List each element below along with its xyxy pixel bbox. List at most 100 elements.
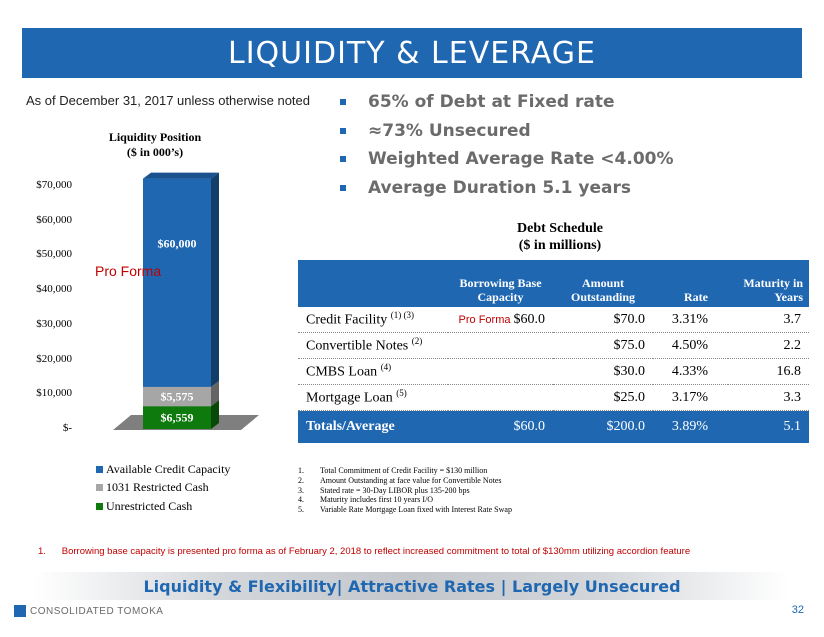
bar-segment — [143, 406, 211, 429]
row-label: Mortgage Loan — [306, 390, 393, 406]
legend-label: Available Credit Capacity — [106, 461, 231, 476]
banner-text: Liquidity & Flexibility| Attractive Rate… — [143, 576, 681, 596]
row-label-cell: CMBS Loan (4) — [298, 358, 448, 385]
totals-row: Totals/Average $60.0 $200.0 3.89% 5.1 — [298, 410, 809, 443]
base-cell — [448, 332, 553, 359]
column-header: Amount Outstanding — [553, 260, 653, 307]
amount-cell: $30.0 — [553, 358, 653, 385]
bar-side — [211, 172, 219, 387]
debt-note-text: Total Commitment of Credit Facility = $1… — [320, 466, 488, 475]
column-header: Borrowing Base Capacity — [448, 260, 553, 307]
row-label: Convertible Notes — [306, 338, 409, 354]
debt-schedule-subtitle: ($ in millions) — [518, 238, 602, 253]
y-tick-label: $30,000 — [36, 317, 72, 330]
pro-forma-label: Pro Forma — [95, 263, 161, 280]
totals-label: Totals/Average — [298, 410, 448, 443]
table-row: Convertible Notes (2) $75.0 4.50% 2.2 — [298, 332, 809, 359]
debt-schedule-table: Borrowing Base Capacity Amount Outstandi… — [298, 260, 809, 443]
legend-label: Unrestricted Cash — [106, 498, 193, 513]
chart-title-block: Liquidity Position ($ in 000’s) — [80, 130, 230, 160]
debt-note-text: Amount Outstanding at face value for Con… — [320, 475, 502, 485]
y-tick-label: $50,000 — [36, 248, 72, 261]
key-point: Weighted Average Rate <4.00% — [338, 145, 674, 174]
y-tick-label: $70,000 — [36, 179, 72, 191]
debt-note: 4. Maturity includes first 10 years I/O — [298, 495, 434, 505]
debt-note-text: Variable Rate Mortgage Loan fixed with I… — [320, 505, 512, 515]
y-tick-label: $20,000 — [36, 352, 72, 365]
amount-cell: $70.0 — [553, 307, 653, 333]
maturity-cell: 3.7 — [728, 307, 809, 333]
page-number: 32 — [791, 604, 804, 616]
bar-data-label: $60,000 — [158, 236, 197, 250]
footnote-ref: (2) — [411, 336, 423, 347]
chart-subtitle: ($ in 000’s) — [126, 145, 184, 159]
row-label-cell: Credit Facility (1) (3) — [298, 307, 448, 333]
key-point: Average Duration 5.1 years — [338, 174, 674, 203]
y-tick-label: $- — [62, 422, 72, 434]
rate-cell: 4.33% — [653, 358, 728, 385]
base-value: $60.0 — [513, 311, 546, 327]
row-label-cell: Mortgage Loan (5) — [298, 384, 448, 411]
y-tick-label: $10,000 — [36, 387, 72, 400]
key-points-list: 65% of Debt at Fixed rate ≈73% Unsecured… — [338, 88, 674, 202]
base-cell — [448, 358, 553, 385]
bar-segment — [143, 178, 211, 387]
footnote-ref: (5) — [396, 388, 407, 399]
as-of-note: As of December 31, 2017 unless otherwise… — [26, 93, 311, 108]
chart-title: Liquidity Position — [108, 130, 202, 144]
debt-note-text: Stated rate = 30-Day LIBOR plus 135-200 … — [320, 485, 470, 495]
key-point: ≈73% Unsecured — [338, 117, 674, 146]
bar-top — [143, 172, 219, 179]
footnote: 1. Borrowing base capacity is presented … — [38, 546, 691, 557]
debt-note-text: Maturity includes first 10 years I/O — [320, 495, 434, 505]
row-label: Credit Facility — [306, 312, 388, 328]
debt-note: 1. Total Commitment of Credit Facility = … — [298, 466, 488, 475]
debt-note: 2. Amount Outstanding at face value for C… — [298, 475, 502, 485]
pro-forma-text: Pro Forma — [95, 263, 162, 279]
liquidity-chart: $6,559 $5,575 $60,000 — [113, 172, 259, 430]
totals-base: $60.0 — [448, 410, 553, 443]
maturity-cell: 16.8 — [728, 358, 809, 385]
footnote-ref: (1) (3) — [390, 310, 415, 321]
table-row: Mortgage Loan (5) $25.0 3.17% 3.3 — [298, 384, 809, 411]
y-tick-label: $60,000 — [36, 213, 72, 226]
rate-cell: 4.50% — [653, 332, 728, 359]
amount-cell: $75.0 — [553, 332, 653, 359]
legend-swatch — [96, 502, 103, 510]
rate-cell: 3.17% — [653, 384, 728, 411]
legend-swatch — [96, 465, 103, 473]
debt-note: 5. Variable Rate Mortgage Loan fixed with… — [298, 505, 512, 515]
highlight-banner: Liquidity & Flexibility| Attractive Rate… — [34, 572, 790, 600]
key-point: 65% of Debt at Fixed rate — [338, 88, 674, 117]
base-cell: Pro Forma $60.0 — [448, 307, 553, 333]
base-cell — [448, 384, 553, 411]
bar-data-label: $5,575 — [161, 390, 194, 404]
footnote-ref: (4) — [380, 362, 392, 373]
row-label-cell: Convertible Notes (2) — [298, 332, 448, 359]
slide-title-bar: LIQUIDITY & LEVERAGE — [22, 28, 802, 78]
column-header — [298, 260, 448, 307]
bar-side — [211, 380, 219, 407]
totals-rate: 3.89% — [653, 410, 728, 443]
bar-data-label: $6,559 — [161, 411, 194, 425]
legend-item: Unrestricted Cash — [96, 497, 230, 516]
column-header: Maturity in Years — [728, 260, 809, 307]
rate-cell: 3.31% — [653, 307, 728, 333]
logo-mark-icon — [14, 605, 26, 617]
totals-maturity: 5.1 — [728, 410, 809, 443]
bar-side — [211, 400, 219, 429]
maturity-cell: 3.3 — [728, 384, 809, 411]
company-logo: CONSOLIDATED TOMOKA — [14, 605, 163, 617]
pro-forma-tag: Pro Forma — [458, 313, 511, 326]
chart-legend: Available Credit Capacity 1031 Restricte… — [96, 460, 230, 516]
slide-title: LIQUIDITY & LEVERAGE — [227, 35, 597, 71]
table-header-row: Borrowing Base Capacity Amount Outstandi… — [298, 260, 809, 307]
legend-swatch — [96, 484, 103, 492]
maturity-cell: 2.2 — [728, 332, 809, 359]
debt-schedule-title: Debt Schedule — [517, 221, 603, 236]
debt-schedule-title-block: Debt Schedule ($ in millions) — [470, 220, 650, 254]
debt-notes-list: 1. Total Commitment of Credit Facility = … — [298, 466, 512, 515]
legend-item: Available Credit Capacity — [96, 460, 230, 479]
debt-note: 3. Stated rate = 30-Day LIBOR plus 135-20… — [298, 485, 470, 495]
legend-label: 1031 Restricted Cash — [106, 480, 209, 495]
